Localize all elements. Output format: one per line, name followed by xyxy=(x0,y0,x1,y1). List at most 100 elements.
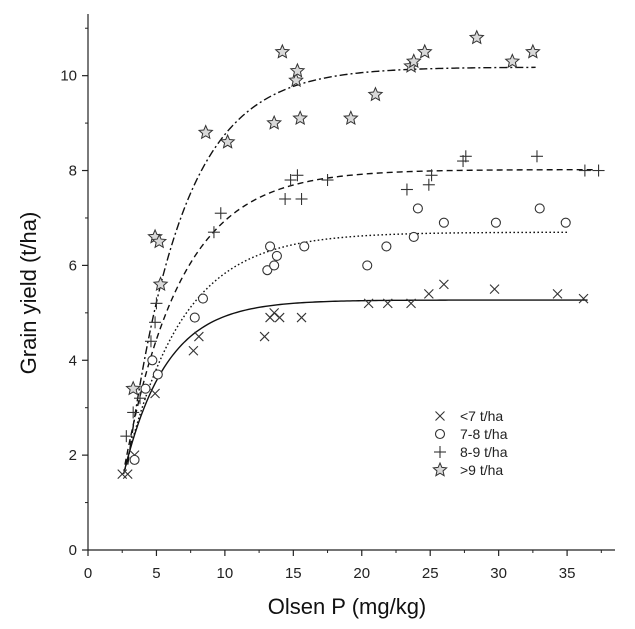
y-tick-label: 8 xyxy=(69,163,77,180)
x-marker xyxy=(363,298,374,309)
circle-marker xyxy=(381,241,392,252)
plus-marker xyxy=(459,150,472,163)
circle-marker xyxy=(197,293,209,304)
plus-marker xyxy=(425,169,438,182)
circle-marker xyxy=(412,203,423,214)
plus-marker xyxy=(149,316,162,329)
y-tick-label: 0 xyxy=(69,542,77,559)
star-marker xyxy=(266,114,283,130)
x-tick-label: 15 xyxy=(285,565,302,582)
plus-marker xyxy=(434,446,446,458)
circle-marker xyxy=(271,250,282,261)
x-marker xyxy=(435,411,445,421)
y-tick-label: 6 xyxy=(69,257,77,274)
data-points xyxy=(117,29,605,479)
x-tick-label: 0 xyxy=(84,565,92,582)
plus-marker xyxy=(134,392,147,405)
x-marker xyxy=(489,284,500,295)
plus-marker xyxy=(207,226,220,239)
star-marker xyxy=(292,110,309,126)
star-marker xyxy=(432,461,448,477)
plus-marker xyxy=(284,174,297,187)
x-marker xyxy=(193,331,204,342)
star-marker xyxy=(152,276,169,292)
y-axis-title: Grain yield (t/ha) xyxy=(16,212,41,375)
star-marker xyxy=(504,53,521,69)
x-marker xyxy=(578,293,589,304)
plus-marker xyxy=(400,183,413,196)
circle-marker xyxy=(269,260,280,271)
x-axis-ticks: 0 5 10 15 20 25 30 35 xyxy=(84,550,602,582)
y-tick-label: 2 xyxy=(69,447,77,464)
plus-marker xyxy=(457,155,470,168)
x-marker xyxy=(274,312,285,323)
x-marker xyxy=(117,469,128,479)
x-marker xyxy=(406,298,416,309)
x-marker xyxy=(552,288,563,299)
star-marker xyxy=(468,29,485,45)
x-marker xyxy=(439,279,449,290)
plot-frame xyxy=(87,14,615,551)
plus-marker xyxy=(144,335,157,348)
legend-label: 8-9 t/ha xyxy=(460,444,508,460)
x-tick-label: 25 xyxy=(422,565,439,582)
circle-marker xyxy=(560,217,571,228)
circle-marker xyxy=(534,203,545,214)
plus-marker xyxy=(291,169,304,182)
x-tick-label: 35 xyxy=(559,565,576,582)
y-axis-ticks: 0 2 4 6 8 10 xyxy=(60,27,88,559)
circle-marker xyxy=(490,217,501,228)
plus-marker xyxy=(150,297,163,310)
circle-marker xyxy=(362,260,373,271)
circle-marker xyxy=(152,369,163,380)
plus-marker xyxy=(422,178,435,191)
y-tick-label: 4 xyxy=(69,352,77,369)
star-marker xyxy=(416,43,433,59)
star-marker xyxy=(197,124,214,140)
plus-marker xyxy=(120,430,133,443)
x-marker xyxy=(296,312,307,323)
plus-marker xyxy=(127,406,140,419)
star-marker xyxy=(342,110,359,126)
x-marker xyxy=(382,298,393,309)
star-marker xyxy=(289,62,306,78)
fitted-curves xyxy=(122,66,595,475)
circle-marker xyxy=(140,383,151,394)
legend-label: 7-8 t/ha xyxy=(460,426,508,442)
star-marker xyxy=(219,133,236,149)
x-tick-label: 5 xyxy=(152,565,160,582)
circle-marker xyxy=(147,355,158,366)
x-tick-label: 10 xyxy=(217,565,234,582)
plus-marker xyxy=(530,150,543,163)
star-marker xyxy=(524,43,541,59)
plus-marker xyxy=(295,192,308,205)
x-marker xyxy=(188,345,199,356)
plus-marker xyxy=(279,192,292,205)
star-marker xyxy=(405,53,422,69)
plus-marker xyxy=(578,164,591,177)
star-marker xyxy=(125,380,142,396)
x-tick-label: 30 xyxy=(490,565,507,582)
star-marker xyxy=(367,86,384,102)
star-marker xyxy=(288,72,304,88)
circle-marker xyxy=(299,241,310,252)
x-marker xyxy=(259,331,270,342)
fit-curve xyxy=(124,168,595,465)
x-marker xyxy=(423,288,434,299)
fit-curve xyxy=(122,299,588,475)
circle-marker xyxy=(438,217,449,228)
y-tick-label: 10 xyxy=(60,68,77,85)
legend: <7 t/ha 7-8 t/ha 8-9 t/ha >9 t/ha xyxy=(432,408,508,478)
x-marker xyxy=(122,469,133,479)
fit-curve xyxy=(127,66,536,465)
circle-marker xyxy=(262,265,273,276)
circle-marker xyxy=(265,241,276,252)
plus-marker xyxy=(321,174,334,187)
x-marker xyxy=(150,388,160,399)
x-axis-title: Olsen P (mg/kg) xyxy=(268,594,427,619)
circle-marker xyxy=(434,428,446,440)
x-tick-label: 20 xyxy=(353,565,370,582)
legend-label: <7 t/ha xyxy=(460,408,503,424)
circle-marker xyxy=(408,231,419,242)
